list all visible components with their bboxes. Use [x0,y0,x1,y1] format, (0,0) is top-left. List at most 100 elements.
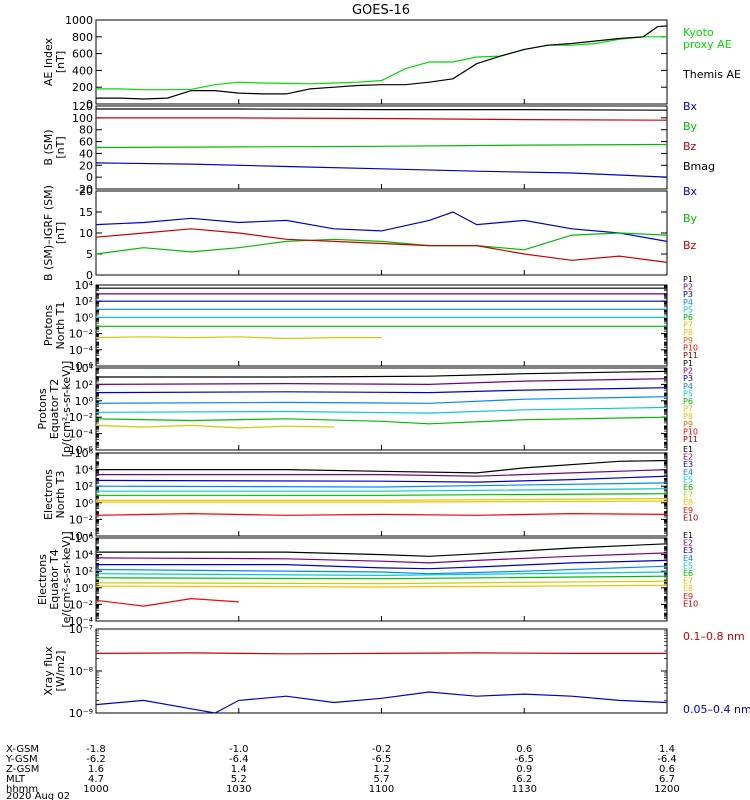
legend-entry: E6 [683,483,693,492]
legend-entry: E3 [683,460,693,469]
y-tick-label: 20 [79,185,93,198]
figure-title: GOES-16 [352,3,410,18]
y-axis-label: [W/m2] [54,651,67,692]
series-line-p5 [95,406,668,414]
legend-entry: P3 [683,374,693,383]
series-line-e8 [96,500,668,503]
x-row-value: -6.4 [229,754,249,765]
legend-entry: P7 [683,321,693,330]
y-tick-label: 10⁰ [75,311,94,324]
legend-entry: E7 [683,491,693,500]
legend-entry: P11 [683,435,698,444]
x-row-label: X-GSM [6,744,39,755]
y-tick-label: 10⁶ [75,532,94,545]
legend-entry: Bz [683,140,697,153]
series-line-e2 [95,552,668,564]
legend-entry: P4 [683,298,693,307]
x-row-value: 1100 [369,784,394,795]
legend-entry: P2 [683,367,693,376]
legend-entry: P2 [683,283,693,292]
x-row-value: 1.6 [88,764,104,775]
y-tick-label: 10² [75,378,93,391]
y-tick-label: 10⁻² [69,411,93,424]
y-tick-label: 10⁰ [75,497,94,510]
x-row-value: 1130 [512,784,537,795]
legend-entry: E4 [683,468,693,477]
x-row-value: 1.4 [231,764,247,775]
y-tick-label: 10 [79,227,93,240]
y-axis-label: [e/(cm²-s-sr-keV)] [60,531,73,627]
legend-entry: 0.05–0.4 nm [683,703,750,716]
series-line-e7 [96,498,668,501]
y-tick-label: 10⁻² [69,598,93,611]
series-line-bz [95,228,668,263]
legend-entry: P1 [683,359,693,368]
panel-frame [95,537,668,622]
x-row-value: -1.0 [229,744,249,755]
y-axis-label: Xray flux [42,646,55,696]
legend-entry: E9 [683,506,693,515]
y-tick-label: 10⁴ [75,549,94,562]
legend-entry: E10 [683,513,698,522]
x-row-label: MLT [6,774,26,785]
series-line-p6 [95,416,668,425]
y-tick-label: 600 [72,48,93,61]
legend-entry: E1 [683,531,693,540]
x-row-value: -6.5 [514,754,534,765]
series-line-e4 [95,482,668,488]
legend-entry: Bz [683,239,697,252]
y-tick-label: 0 [86,98,93,111]
series-line-p3 [95,387,668,394]
series-line-e1 [96,543,668,557]
x-row-label: Z-GSM [6,764,39,775]
y-tick-label: 10² [75,565,93,578]
legend-entry: E2 [683,539,693,548]
legend-entry: P9 [683,336,693,345]
legend-entry: E7 [683,577,693,586]
y-tick-label: 10⁴ [75,279,94,292]
x-row-value: 6.2 [516,774,532,785]
legend-entry: E2 [683,453,693,462]
y-axis-label: B (SM) [42,129,55,165]
legend-entry: E6 [683,569,693,578]
legend-entry: Bmag [683,160,715,173]
x-row-value: 0.6 [659,764,675,775]
y-tick-label: 10⁻⁹ [69,707,93,720]
series-line-bx [95,162,668,178]
legend-entry: E9 [683,592,693,601]
y-tick-label: 10⁻² [69,513,93,526]
legend-entry: P3 [683,290,693,299]
legend-entry: P11 [683,351,698,360]
series-line-kyoto-proxy-ae [96,36,667,91]
legend-entry: P10 [683,343,698,352]
y-tick-label: 10² [75,295,93,308]
y-axis-label: [nT] [54,222,67,244]
x-row-value: -6.5 [372,754,392,765]
legend-entry: Themis AE [682,68,741,81]
series-line-0-1-0-8-nm [95,652,667,655]
y-tick-label: 10⁻² [69,328,93,341]
series-line-p7 [95,336,382,340]
y-tick-label: 20 [79,159,93,172]
panel-ae: 0 200 400 600 800 1000 AE Index [nT] Kyotoproxy … [42,14,741,111]
panel-bdiff: 0 5 10 15 20 B (SM)–IGRF (SM) [nT] Bx By Bz [42,185,698,282]
x-row-value: -6.4 [657,754,677,765]
y-axis-label: Electrons [42,469,55,520]
panel-frame [95,190,668,276]
series-line-p4 [95,396,668,404]
y-tick-label: 10⁻⁴ [69,530,94,543]
series-line-e6 [96,493,668,496]
series-line-e5 [95,571,668,577]
y-axis-label: AE Index [42,37,55,86]
y-tick-label: 10⁶ [75,447,94,460]
y-tick-label: 1000 [65,14,93,27]
y-tick-label: 10⁻⁶ [69,444,94,457]
panel-xray: 10⁻⁹ 10⁻⁸ 10⁻⁷ Xray flux [W/m2] 0.1–0.8 nm 0.0… [42,623,750,720]
x-row-value: 1030 [226,784,251,795]
y-tick-label: 400 [72,64,93,77]
x-row-value: 1000 [83,784,108,795]
legend-entry: Kyoto [683,26,714,39]
y-tick-label: 10⁰ [75,582,94,595]
